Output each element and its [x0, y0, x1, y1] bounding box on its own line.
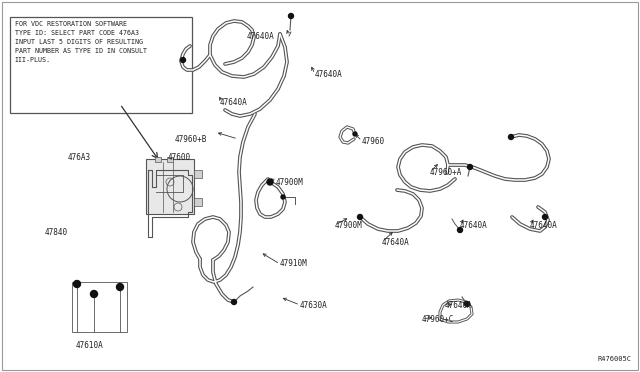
- Text: 47900M: 47900M: [335, 221, 363, 230]
- Bar: [10, 17, 192, 113]
- Circle shape: [281, 195, 285, 199]
- Bar: [167, 157, 173, 162]
- Text: 47960: 47960: [362, 137, 385, 145]
- Text: 47840: 47840: [45, 228, 68, 237]
- Text: 47640A: 47640A: [445, 301, 473, 310]
- Text: 47630A: 47630A: [300, 301, 328, 310]
- Text: 47640A: 47640A: [530, 221, 557, 230]
- Circle shape: [267, 179, 273, 185]
- Text: 47640A: 47640A: [220, 97, 248, 106]
- Circle shape: [232, 299, 237, 305]
- Text: 47640A: 47640A: [247, 32, 275, 41]
- Circle shape: [116, 283, 124, 291]
- Circle shape: [90, 291, 97, 298]
- Text: 47640A: 47640A: [460, 221, 488, 230]
- Circle shape: [289, 13, 294, 19]
- Circle shape: [74, 280, 81, 288]
- Circle shape: [465, 301, 470, 307]
- Text: 47960+B: 47960+B: [175, 135, 207, 144]
- Text: 47610A: 47610A: [76, 341, 104, 350]
- Circle shape: [543, 215, 547, 219]
- Bar: [146, 159, 194, 214]
- Bar: [194, 170, 202, 178]
- Text: 47910M: 47910M: [280, 260, 308, 269]
- Text: R476005C: R476005C: [598, 356, 632, 362]
- Text: 47640A: 47640A: [382, 237, 410, 247]
- Text: 47640A: 47640A: [315, 70, 343, 78]
- Text: 47960+A: 47960+A: [430, 167, 462, 176]
- Circle shape: [458, 228, 463, 232]
- Circle shape: [358, 215, 362, 219]
- Circle shape: [353, 132, 357, 136]
- Circle shape: [180, 58, 186, 62]
- Bar: [72, 282, 127, 332]
- Bar: [194, 198, 202, 206]
- Text: 47960+C: 47960+C: [422, 314, 454, 324]
- Text: 476A3: 476A3: [68, 153, 91, 161]
- Text: 47900M: 47900M: [276, 177, 304, 186]
- Text: FOR VDC RESTORATION SOFTWARE
TYPE ID: SELECT PART CODE 476A3
INPUT LAST 5 DIGITS: FOR VDC RESTORATION SOFTWARE TYPE ID: SE…: [15, 21, 147, 63]
- Text: 47600: 47600: [168, 153, 191, 161]
- Circle shape: [509, 135, 513, 140]
- Circle shape: [467, 164, 472, 170]
- Bar: [155, 157, 161, 162]
